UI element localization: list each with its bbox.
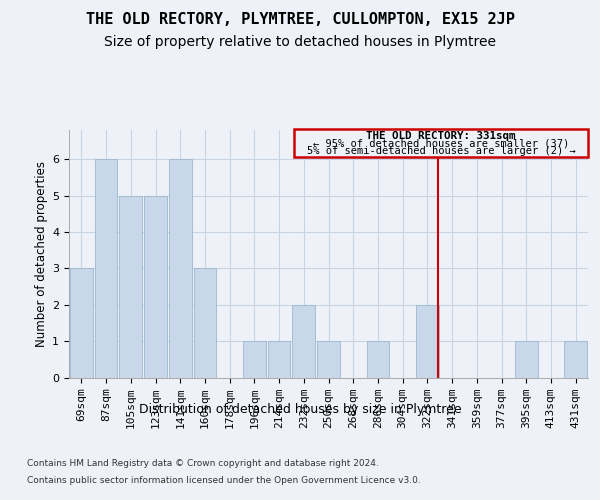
- Text: 5% of semi-detached houses are larger (2) →: 5% of semi-detached houses are larger (2…: [307, 146, 575, 156]
- Bar: [268, 341, 290, 378]
- Text: Distribution of detached houses by size in Plymtree: Distribution of detached houses by size …: [139, 402, 461, 415]
- Y-axis label: Number of detached properties: Number of detached properties: [35, 161, 48, 347]
- Bar: [95, 159, 118, 378]
- Bar: [144, 196, 167, 378]
- Text: Contains public sector information licensed under the Open Government Licence v3: Contains public sector information licen…: [27, 476, 421, 485]
- FancyBboxPatch shape: [294, 130, 588, 158]
- Bar: [194, 268, 216, 378]
- Text: ← 95% of detached houses are smaller (37): ← 95% of detached houses are smaller (37…: [313, 138, 569, 148]
- Bar: [169, 159, 191, 378]
- Bar: [416, 304, 439, 378]
- Bar: [119, 196, 142, 378]
- Bar: [70, 268, 93, 378]
- Text: THE OLD RECTORY: 331sqm: THE OLD RECTORY: 331sqm: [366, 131, 515, 141]
- Bar: [292, 304, 315, 378]
- Text: Size of property relative to detached houses in Plymtree: Size of property relative to detached ho…: [104, 35, 496, 49]
- Bar: [317, 341, 340, 378]
- Text: Contains HM Land Registry data © Crown copyright and database right 2024.: Contains HM Land Registry data © Crown c…: [27, 458, 379, 468]
- Bar: [243, 341, 266, 378]
- Bar: [564, 341, 587, 378]
- Bar: [367, 341, 389, 378]
- Bar: [515, 341, 538, 378]
- Text: THE OLD RECTORY, PLYMTREE, CULLOMPTON, EX15 2JP: THE OLD RECTORY, PLYMTREE, CULLOMPTON, E…: [86, 12, 514, 28]
